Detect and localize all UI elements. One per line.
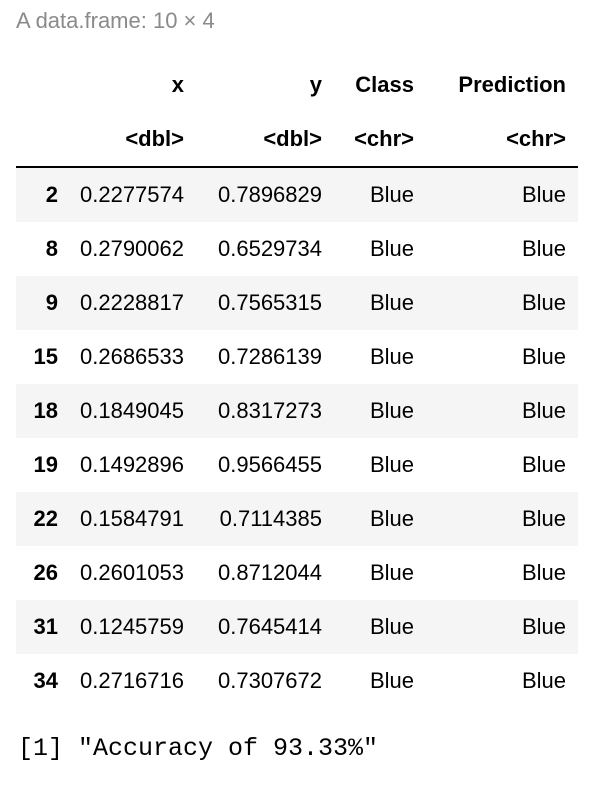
column-type-prediction: <chr>: [426, 112, 578, 168]
cell-x: 0.2790062: [80, 236, 184, 261]
column-header-class: Class: [355, 72, 414, 97]
rowname-type-header: [16, 112, 58, 168]
cell-class: Blue: [369, 668, 414, 693]
column-header-prediction: Prediction: [458, 72, 566, 97]
cell-x: 0.2686533: [80, 344, 184, 369]
column-type-class: <chr>: [334, 112, 426, 168]
cell-y: 0.7896829: [218, 182, 322, 207]
rowname-header: [16, 58, 58, 112]
cell-class: Blue: [369, 398, 414, 423]
column-header-y: y: [309, 72, 322, 97]
cell-class: Blue: [369, 452, 414, 477]
console-output: [1] "Accuracy of 93.33%": [18, 734, 379, 763]
table-row: 19 0.1492896 0.9566455 Blue Blue: [16, 438, 578, 492]
row-name: 22: [33, 506, 58, 531]
row-name: 18: [33, 398, 58, 423]
column-names-row: x y Class Prediction: [16, 58, 578, 112]
row-name: 15: [33, 344, 58, 369]
cell-prediction: Blue: [521, 506, 566, 531]
row-name: 8: [45, 236, 58, 261]
cell-x: 0.1492896: [80, 452, 184, 477]
cell-prediction: Blue: [521, 236, 566, 261]
cell-y: 0.9566455: [218, 452, 322, 477]
table-row: 8 0.2790062 0.6529734 Blue Blue: [16, 222, 578, 276]
cell-prediction: Blue: [521, 344, 566, 369]
cell-prediction: Blue: [521, 182, 566, 207]
cell-class: Blue: [369, 344, 414, 369]
cell-x: 0.2601053: [80, 560, 184, 585]
cell-y: 0.7307672: [218, 668, 322, 693]
cell-class: Blue: [369, 560, 414, 585]
column-header-x: x: [171, 72, 184, 97]
table-row: 34 0.2716716 0.7307672 Blue Blue: [16, 654, 578, 708]
cell-class: Blue: [369, 506, 414, 531]
row-name: 2: [45, 182, 58, 207]
cell-prediction: Blue: [521, 560, 566, 585]
cell-y: 0.6529734: [218, 236, 322, 261]
cell-prediction: Blue: [521, 290, 566, 315]
table-row: 26 0.2601053 0.8712044 Blue Blue: [16, 546, 578, 600]
cell-y: 0.7645414: [218, 614, 322, 639]
cell-prediction: Blue: [521, 452, 566, 477]
cell-x: 0.2228817: [80, 290, 184, 315]
table-row: 31 0.1245759 0.7645414 Blue Blue: [16, 600, 578, 654]
table-row: 2 0.2277574 0.7896829 Blue Blue: [16, 167, 578, 222]
row-name: 34: [33, 668, 58, 693]
column-type-y: <dbl>: [196, 112, 334, 168]
cell-x: 0.1849045: [80, 398, 184, 423]
row-name: 26: [33, 560, 58, 585]
cell-y: 0.8317273: [218, 398, 322, 423]
row-name: 9: [45, 290, 58, 315]
table-row: 22 0.1584791 0.7114385 Blue Blue: [16, 492, 578, 546]
row-name: 19: [33, 452, 58, 477]
cell-y: 0.7286139: [218, 344, 322, 369]
data-frame-table: x y Class Prediction <dbl> <dbl> <chr> <…: [16, 58, 578, 708]
column-types-row: <dbl> <dbl> <chr> <chr>: [16, 112, 578, 168]
cell-x: 0.2277574: [80, 182, 184, 207]
cell-class: Blue: [369, 290, 414, 315]
cell-y: 0.8712044: [218, 560, 322, 585]
cell-class: Blue: [369, 236, 414, 261]
cell-x: 0.1584791: [80, 506, 184, 531]
cell-prediction: Blue: [521, 398, 566, 423]
column-type-x: <dbl>: [58, 112, 196, 168]
table-caption: A data.frame: 10 × 4: [16, 8, 215, 33]
cell-class: Blue: [369, 182, 414, 207]
table-row: 9 0.2228817 0.7565315 Blue Blue: [16, 276, 578, 330]
table-row: 18 0.1849045 0.8317273 Blue Blue: [16, 384, 578, 438]
cell-x: 0.1245759: [80, 614, 184, 639]
cell-prediction: Blue: [521, 668, 566, 693]
row-name: 31: [33, 614, 58, 639]
cell-y: 0.7565315: [218, 290, 322, 315]
cell-prediction: Blue: [521, 614, 566, 639]
table-row: 15 0.2686533 0.7286139 Blue Blue: [16, 330, 578, 384]
cell-x: 0.2716716: [80, 668, 184, 693]
cell-class: Blue: [369, 614, 414, 639]
cell-y: 0.7114385: [219, 506, 322, 531]
